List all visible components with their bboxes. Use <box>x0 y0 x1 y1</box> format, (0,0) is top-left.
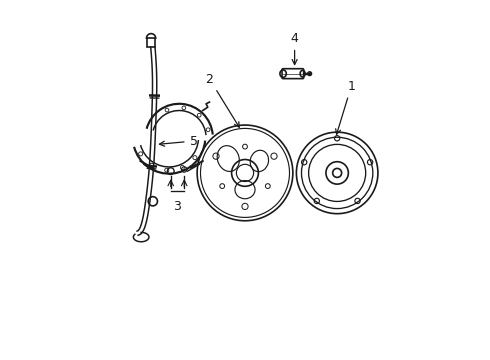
Bar <box>147 38 155 47</box>
Text: 2: 2 <box>206 72 239 127</box>
Text: 3: 3 <box>173 200 181 213</box>
Text: 5: 5 <box>159 135 197 148</box>
Text: 4: 4 <box>291 32 298 64</box>
Text: 1: 1 <box>336 80 355 134</box>
